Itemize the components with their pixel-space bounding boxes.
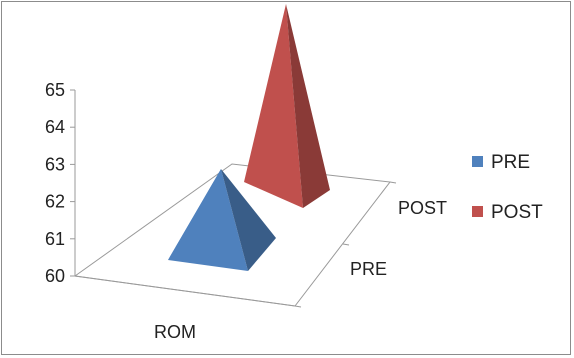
pyramid-front-face-post	[244, 4, 303, 208]
pyramid-side-face-post	[286, 4, 330, 208]
pyramid-front-face-pre	[168, 169, 248, 271]
legend-swatch-pre	[472, 156, 483, 167]
pyramid-side-face-pre	[221, 169, 276, 271]
depth-tick-mark	[342, 243, 350, 246]
y-tick-label: 65	[45, 80, 65, 100]
legend: PRE POST	[472, 152, 543, 223]
legend-swatch-post	[472, 206, 483, 217]
y-tick-label: 60	[45, 266, 65, 286]
depth-axis-ticks	[294, 181, 397, 308]
category-label-rom: ROM	[154, 322, 196, 342]
category-axis-front	[74, 275, 296, 307]
legend-label-pre: PRE	[491, 152, 530, 173]
y-tick-label: 62	[45, 192, 65, 212]
pyramid-series	[168, 4, 330, 271]
depth-tick-mark	[389, 181, 397, 184]
depth-label-post: POST	[398, 198, 447, 218]
depth-tick-mark	[294, 305, 302, 308]
value-axis-ticks: 60 61 62 63 64 65	[45, 80, 75, 286]
y-tick-label: 61	[45, 229, 65, 249]
y-tick-label: 64	[45, 117, 65, 137]
y-tick-label: 63	[45, 154, 65, 174]
depth-label-pre: PRE	[350, 259, 387, 279]
legend-label-post: POST	[491, 202, 543, 223]
